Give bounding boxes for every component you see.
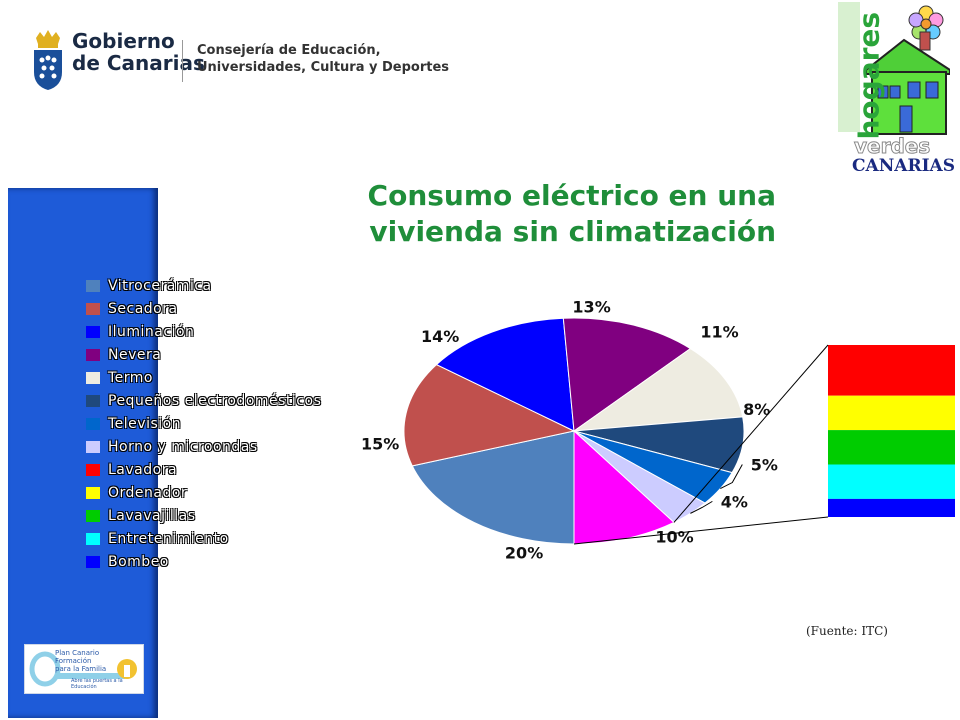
legend-label: Termo bbox=[108, 370, 153, 386]
pie-slice-label: 4% bbox=[721, 492, 748, 511]
pie-slice bbox=[562, 317, 692, 432]
breakdown-segment bbox=[828, 345, 955, 396]
legend-label: Bombeo bbox=[108, 554, 169, 570]
plan-title: Plan Canario Formación para la Familia bbox=[55, 649, 106, 673]
pie-slice-label: 8% bbox=[743, 400, 770, 419]
pie-slice-label: 11% bbox=[700, 323, 738, 342]
legend-label: Pequeños electrodomésticos bbox=[108, 393, 322, 409]
legend-label: Entretenimiento bbox=[108, 531, 229, 547]
legend-label: Lavadora bbox=[108, 462, 178, 478]
legend-swatch bbox=[86, 487, 100, 499]
legend-swatch bbox=[86, 303, 100, 315]
breakdown-segment bbox=[828, 430, 955, 465]
legend-label: Horno y microondas bbox=[108, 439, 258, 455]
legend-label: Ordenador bbox=[108, 485, 188, 501]
header-separator bbox=[182, 40, 183, 82]
legend-swatch bbox=[86, 280, 100, 292]
breakdown-segment bbox=[828, 464, 955, 499]
breakdown-segment bbox=[828, 395, 955, 431]
pie-slice-label: 14% bbox=[421, 327, 459, 346]
chart-title-line2: vivienda sin climatización bbox=[369, 215, 776, 248]
leader-line bbox=[690, 500, 713, 514]
legend-swatch bbox=[86, 510, 100, 522]
breakdown-segment bbox=[828, 498, 955, 517]
plan-title-line3: para la Familia bbox=[55, 665, 107, 673]
house-flower-icon bbox=[838, 2, 950, 135]
breakdown-connector bbox=[573, 516, 829, 545]
legend-swatch bbox=[86, 464, 100, 476]
plan-title-line1: Plan Canario bbox=[55, 649, 100, 657]
source-note: (Fuente: ITC) bbox=[806, 624, 888, 638]
pie-slice-label: 5% bbox=[751, 456, 778, 475]
pie-slice-label: 15% bbox=[361, 434, 399, 453]
legend-swatch bbox=[86, 326, 100, 338]
breakdown-connector bbox=[673, 344, 829, 523]
pie-slice bbox=[572, 348, 744, 432]
key-icon bbox=[29, 651, 137, 687]
legend-label: Lavavajillas bbox=[108, 508, 196, 524]
plan-title-line2: Formación bbox=[55, 657, 92, 665]
legend-swatch bbox=[86, 349, 100, 361]
gov-name-line2: de Canarias bbox=[72, 51, 205, 75]
gov-name: Gobierno de Canarias bbox=[72, 30, 205, 74]
legend-label: Iluminación bbox=[108, 324, 195, 340]
brand-word-verdes: verdes bbox=[853, 134, 931, 159]
pie-slice-label: 20% bbox=[505, 543, 543, 562]
plan-tagline: Abre las puertas a la Educación bbox=[71, 678, 123, 690]
legend-swatch bbox=[86, 395, 100, 407]
legend-label: Televisión bbox=[108, 416, 182, 432]
legend-swatch bbox=[86, 441, 100, 453]
leader-line bbox=[720, 464, 743, 489]
gov-name-line1: Gobierno bbox=[72, 29, 175, 53]
chart-title: Consumo eléctrico en una vivienda sin cl… bbox=[296, 178, 776, 250]
pie-slice-label: 10% bbox=[655, 527, 693, 546]
legend-swatch bbox=[86, 556, 100, 568]
gobierno-canarias-logo: Gobierno de Canarias bbox=[28, 28, 205, 94]
pie-slice bbox=[435, 317, 575, 432]
dept-line2: Universidades, Cultura y Deportes bbox=[197, 60, 450, 75]
dept-line1: Consejería de Educación, bbox=[197, 43, 381, 58]
legend-label: Nevera bbox=[108, 347, 162, 363]
plan-canario-logo: Plan Canario Formación para la Familia A… bbox=[24, 644, 144, 694]
legend-swatch bbox=[86, 533, 100, 545]
chart-title-line1: Consumo eléctrico en una bbox=[367, 179, 776, 212]
legend-label: Vitrocerámica bbox=[108, 278, 212, 294]
brand-word-canarias: CANARIAS bbox=[852, 156, 955, 176]
left-decorative-bar bbox=[8, 188, 158, 718]
hogares-verdes-logo: hogares verdes CANARIAS bbox=[838, 2, 955, 182]
pie-slice bbox=[411, 430, 575, 545]
legend-swatch bbox=[86, 372, 100, 384]
pie-slice-label: 13% bbox=[572, 298, 610, 317]
legend-swatch bbox=[86, 418, 100, 430]
department-name: Consejería de Educación, Universidades, … bbox=[197, 42, 449, 76]
pie-slice bbox=[403, 363, 576, 467]
legend-label: Secadora bbox=[108, 301, 178, 317]
crown-shield-icon bbox=[34, 30, 62, 90]
